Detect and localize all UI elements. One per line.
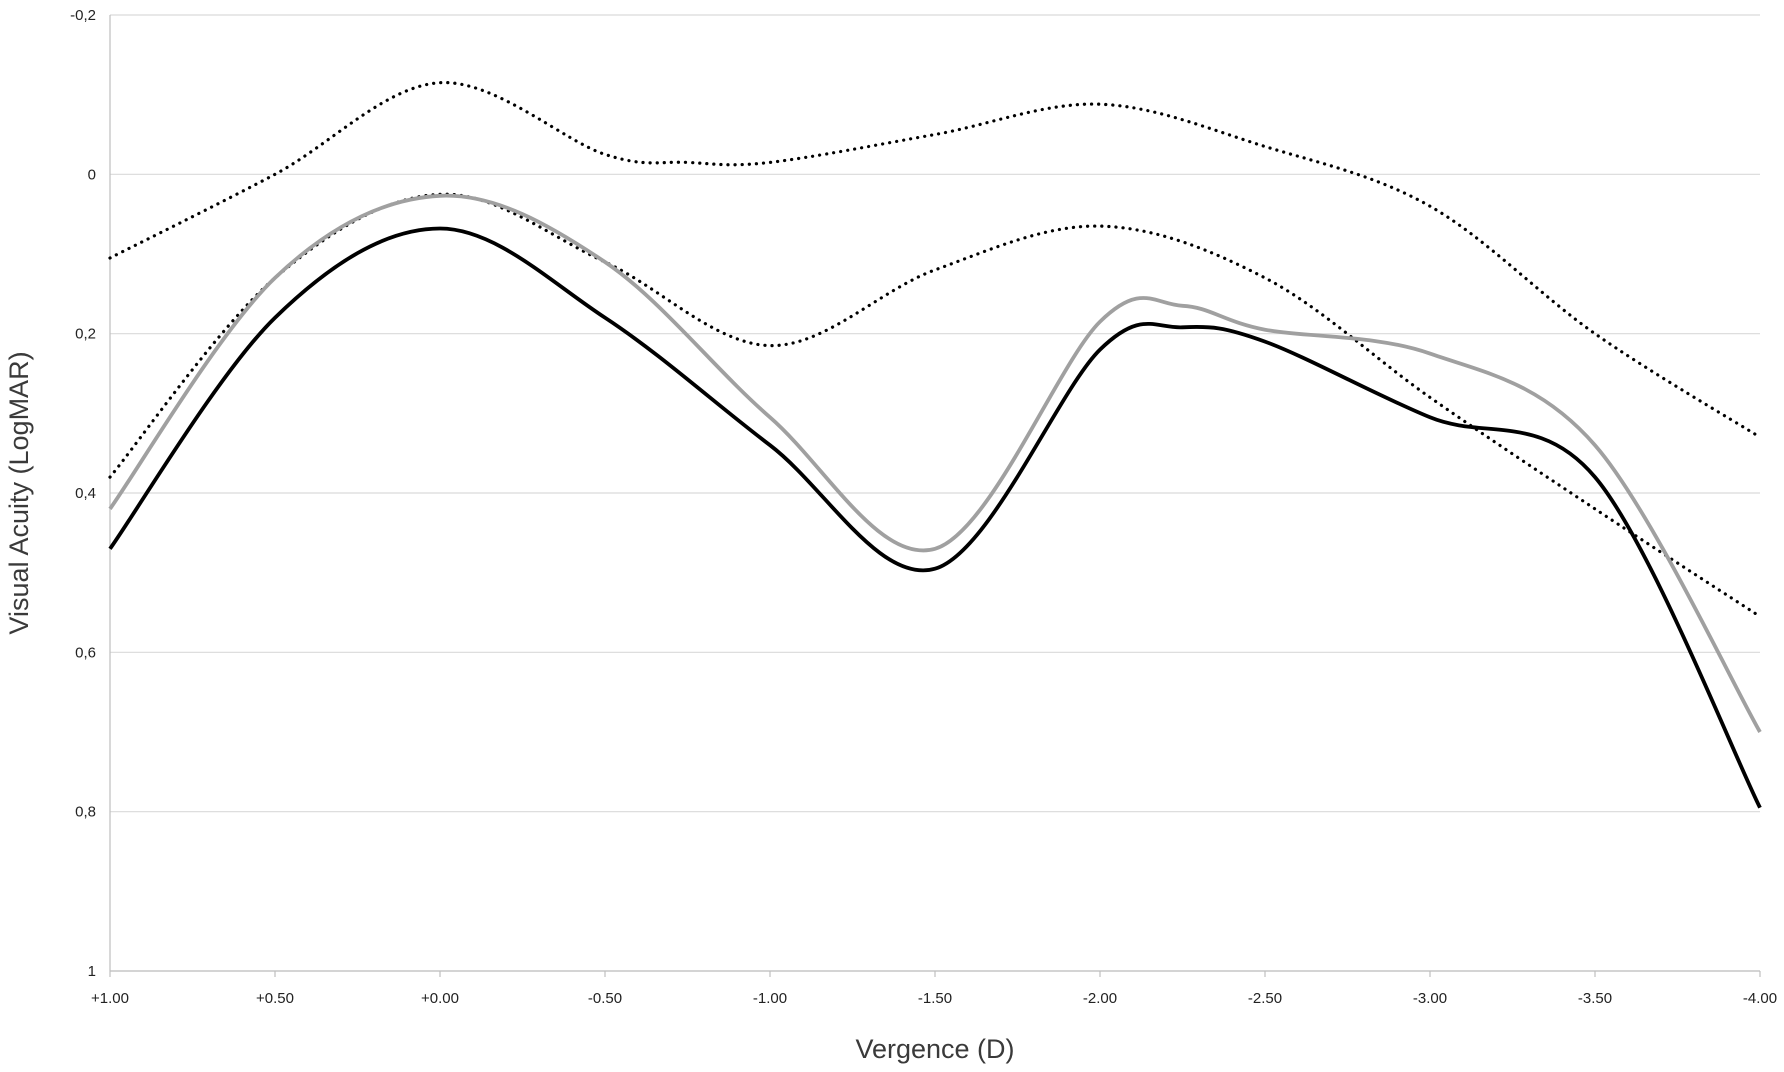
x-tick-label: -1.50 <box>918 990 952 1007</box>
x-tick-label: +0.00 <box>421 990 459 1007</box>
x-tick-label: -3.00 <box>1413 990 1447 1007</box>
y-tick-label: 0,6 <box>75 644 96 661</box>
x-tick-label: -2.50 <box>1248 990 1282 1007</box>
y-tick-label: 0 <box>88 166 96 183</box>
x-tick-label: +1.00 <box>91 990 129 1007</box>
y-axis-tick-labels: -0,2 0 0,2 0,4 0,6 0,8 1 <box>70 7 96 980</box>
x-tick-label: -1.00 <box>753 990 787 1007</box>
y-tick-label: 0,4 <box>75 485 96 502</box>
x-axis-tick-labels: +1.00 +0.50 +0.00 -0.50 -1.00 -1.50 -2.00 -2.50… <box>91 990 1777 1007</box>
x-tick-label: -2.00 <box>1083 990 1117 1007</box>
x-axis-title: Vergence (D) <box>855 1034 1014 1064</box>
series-line-1 <box>108 81 1762 439</box>
y-tick-label: 1 <box>88 963 96 980</box>
y-tick-label: 0,8 <box>75 804 96 821</box>
x-tick-label: -3.50 <box>1578 990 1612 1007</box>
x-tick-label: -0.50 <box>588 990 622 1007</box>
y-tick-label: -0,2 <box>70 7 96 24</box>
series-line-2 <box>108 192 1762 619</box>
series-group <box>108 81 1762 809</box>
x-axis-ticks <box>109 971 1761 977</box>
y-axis-title: Visual Acuity (LogMAR) <box>4 351 34 634</box>
grid-lines <box>110 14 1760 972</box>
series-line-4 <box>108 226 1762 809</box>
y-tick-label: 0,2 <box>75 326 96 343</box>
x-tick-label: +0.50 <box>256 990 294 1007</box>
x-tick-label: -4.00 <box>1743 990 1777 1007</box>
series-line-3 <box>108 193 1762 733</box>
